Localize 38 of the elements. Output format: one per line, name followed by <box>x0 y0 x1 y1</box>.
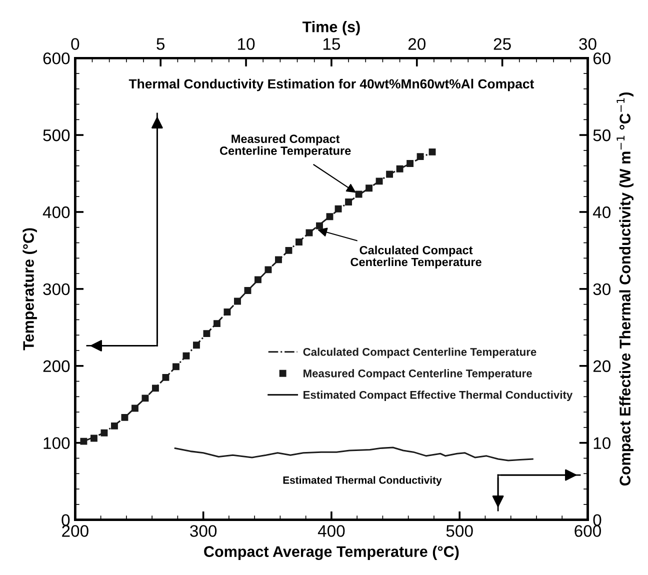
x2-axis-title: Time (s) <box>302 21 360 36</box>
y2-tick-label: 20 <box>593 360 610 372</box>
y2-tick-label: 40 <box>592 206 610 218</box>
y-axis-title: Temperature (°C) <box>22 228 37 350</box>
x2-tick-label: 30 <box>579 38 596 50</box>
x2-tick-label: 10 <box>238 38 255 50</box>
x-tick-label: 600 <box>574 525 601 537</box>
x-axis-title: Compact Average Temperature (°C) <box>204 546 459 560</box>
annotation: Calculated Compact Centerline Temperature <box>350 246 482 269</box>
x2-tick-label: 25 <box>494 38 511 50</box>
line-series <box>174 446 534 462</box>
y2-tick-label: 10 <box>594 437 610 450</box>
x-tick-label: 300 <box>190 525 217 537</box>
annotation: Measured Compact Centerline Temperature <box>220 134 351 158</box>
y-tick-label: 100 <box>44 437 70 450</box>
legend-label: Measured Compact Centerline Temperature <box>304 369 532 380</box>
y-tick-label: 600 <box>43 52 70 64</box>
y-tick-label: 400 <box>42 206 70 218</box>
x-tick-label: 200 <box>62 525 88 537</box>
y2-tick-label: 50 <box>593 129 610 142</box>
y-tick-label: 500 <box>43 129 70 142</box>
x-tick-label: 400 <box>318 525 345 537</box>
y-tick-label: 200 <box>43 360 70 372</box>
x2-tick-label: 0 <box>71 38 80 50</box>
x2-tick-label: 5 <box>156 38 165 50</box>
y2-tick-label: 0 <box>593 514 602 526</box>
text: Thermal Conductivity Estimation for 40wt%Mn60wt%Al Compact <box>128 78 534 92</box>
legend-label: Calculated Compact Centerline Temperature <box>303 348 536 358</box>
y2-axis-title: Compact Effective Thermal Conductivity (W m$^{−1}$ °C$^{−1}$) <box>616 92 634 486</box>
y-tick-label: 0 <box>62 514 70 526</box>
y-tick-label: 300 <box>43 283 70 296</box>
legend-label: Estimated Compact Effective Thermal Conductivity <box>304 390 573 402</box>
x-tick-label: 500 <box>446 525 473 537</box>
y2-tick-label: 30 <box>593 283 610 296</box>
x2-tick-label: 15 <box>323 38 340 50</box>
x2-tick-label: 20 <box>408 38 426 50</box>
y2-tick-label: 60 <box>593 52 610 64</box>
annotation: Estimated Thermal Conductivity <box>283 476 442 486</box>
